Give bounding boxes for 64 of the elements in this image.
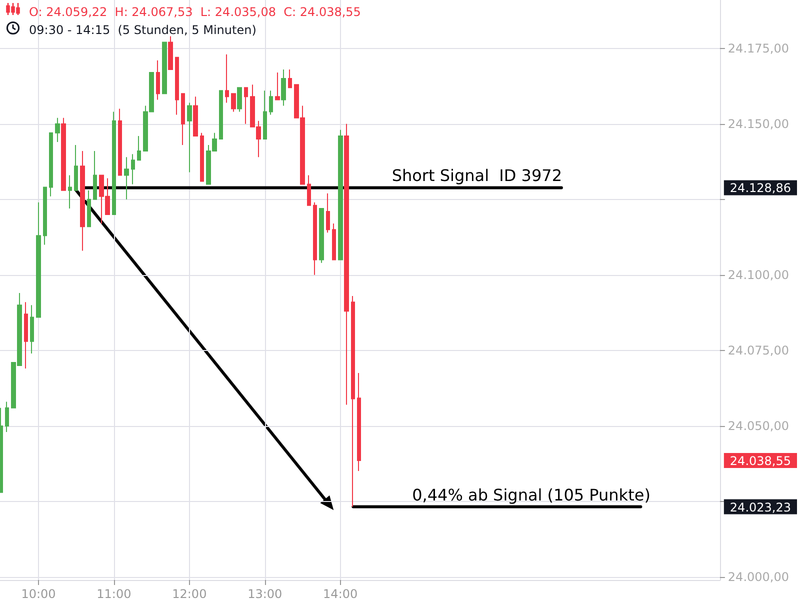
y-tick-label: 24.100,00 bbox=[728, 268, 790, 282]
candlestick bbox=[61, 117, 66, 191]
x-tick-label: 10:00 bbox=[21, 587, 56, 600]
y-tick-label: 24.050,00 bbox=[728, 418, 790, 433]
candlestick bbox=[43, 186, 47, 246]
candlestick bbox=[307, 174, 311, 206]
candlestick bbox=[87, 190, 91, 228]
candlestick bbox=[124, 156, 129, 200]
y-tick-label: 24.000,00 bbox=[728, 570, 790, 584]
candlestick bbox=[187, 102, 192, 173]
y2-tick-label: 24.128,86 bbox=[730, 181, 792, 196]
annotation: Short Signal ID 3972 bbox=[392, 166, 562, 186]
y-tick-label: 24.075,00 bbox=[728, 343, 790, 358]
candlestick bbox=[131, 154, 135, 185]
candlestick bbox=[219, 90, 223, 140]
candlestick bbox=[156, 60, 160, 100]
candlestick bbox=[181, 93, 185, 146]
candlestick bbox=[36, 202, 41, 318]
candlestick bbox=[225, 54, 229, 104]
candlestick bbox=[55, 117, 60, 142]
candlestick bbox=[288, 68, 292, 88]
candlestick bbox=[244, 87, 248, 124]
candlestick bbox=[193, 96, 198, 136]
x-tick-label: 14:00 bbox=[323, 587, 358, 600]
candlestick bbox=[269, 90, 273, 116]
candlestick bbox=[175, 56, 179, 116]
y-tick-label: 24.150,00 bbox=[728, 116, 790, 131]
candlestick bbox=[93, 150, 97, 200]
y-tick-label: 24.175,00 bbox=[728, 41, 790, 56]
x-tick-label: 11:00 bbox=[96, 587, 132, 600]
candlestick bbox=[168, 36, 173, 70]
candlestick bbox=[351, 296, 355, 508]
text: 09:30 - 14:15 (5 Stunden, 5 Minuten) bbox=[29, 23, 256, 37]
candlestick bbox=[319, 208, 324, 264]
candlestick bbox=[237, 87, 242, 112]
candlestick bbox=[326, 192, 330, 234]
candlestick bbox=[200, 132, 204, 182]
candlestick bbox=[263, 90, 267, 140]
candlestick bbox=[357, 372, 361, 472]
candlestick bbox=[74, 144, 78, 191]
candlestick bbox=[30, 304, 34, 354]
candlestick bbox=[338, 129, 343, 260]
candlestick bbox=[118, 108, 122, 176]
candlestick bbox=[137, 135, 141, 161]
candlestick bbox=[162, 42, 167, 94]
candlestick bbox=[332, 223, 336, 260]
candlestick bbox=[49, 132, 53, 197]
y2-tick-label: 24.038,55 bbox=[730, 454, 792, 468]
candlestick bbox=[68, 174, 72, 209]
x-tick-label: 13:00 bbox=[248, 587, 282, 600]
candlestick bbox=[24, 302, 28, 370]
candlestick bbox=[313, 202, 317, 276]
candlestick bbox=[112, 111, 116, 215]
y2-tick-label: 24.023,23 bbox=[730, 500, 792, 514]
candlestick bbox=[281, 68, 286, 106]
candlestick bbox=[0, 407, 3, 493]
candlestick bbox=[344, 123, 349, 406]
candlestick bbox=[80, 150, 85, 252]
candlestick bbox=[231, 93, 236, 112]
annotation: 0,44% ab Signal (105 Punkte) bbox=[412, 485, 650, 504]
chart-title: O: 24.059,22 H: 24.067,53 L: 24.035,08 C: 24.038,55 bbox=[29, 5, 361, 19]
x-tick-label: 12:00 bbox=[172, 587, 207, 600]
candlestick bbox=[5, 401, 9, 432]
candlestick bbox=[275, 72, 280, 100]
